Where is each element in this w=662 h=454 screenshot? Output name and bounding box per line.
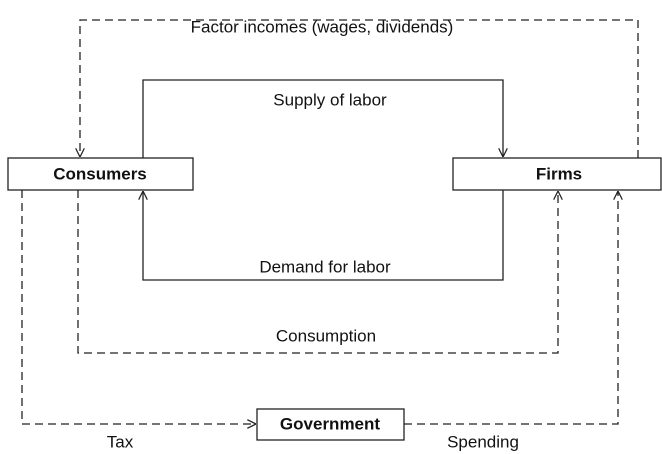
- node-label: Government: [280, 414, 380, 433]
- flow-label: Spending: [447, 432, 519, 451]
- node-label: Firms: [536, 164, 582, 183]
- flow-arrow: [77, 190, 558, 354]
- flow-arrow: [80, 19, 639, 158]
- flow-label: Demand for labor: [259, 257, 391, 276]
- flow-label: Tax: [107, 432, 134, 451]
- flow-label: Factor incomes (wages, dividends): [191, 17, 454, 36]
- node-box: [256, 408, 405, 441]
- flow-arrow: [21, 190, 256, 424]
- node-box: [452, 157, 662, 191]
- flow-label: Consumption: [276, 326, 376, 345]
- flow-label: Supply of labor: [273, 90, 387, 109]
- node-label: Consumers: [53, 164, 147, 183]
- flow-arrow: [142, 79, 503, 158]
- flow-arrow: [404, 191, 618, 425]
- node-box: [7, 157, 194, 191]
- flow-arrow: [143, 190, 504, 281]
